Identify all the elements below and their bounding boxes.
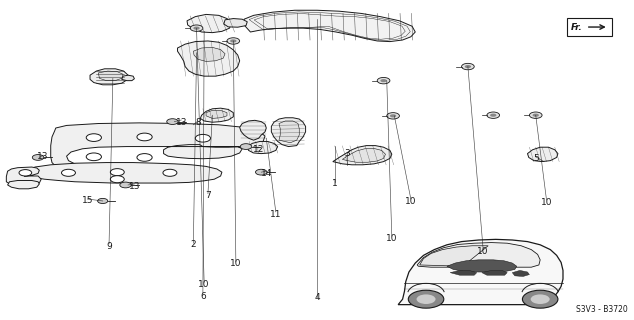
Text: 12: 12 (253, 145, 264, 154)
Circle shape (531, 294, 550, 304)
Circle shape (390, 114, 396, 117)
Text: 2: 2 (191, 240, 196, 249)
Polygon shape (244, 10, 415, 42)
Polygon shape (279, 121, 299, 143)
Polygon shape (447, 260, 517, 272)
Circle shape (32, 155, 44, 160)
Text: 10: 10 (386, 234, 398, 243)
Text: 10: 10 (477, 247, 489, 256)
Polygon shape (206, 110, 227, 118)
Polygon shape (51, 123, 265, 166)
Circle shape (529, 112, 542, 118)
Text: 11: 11 (270, 210, 281, 219)
Polygon shape (450, 270, 477, 275)
Circle shape (86, 153, 101, 161)
Polygon shape (247, 141, 278, 154)
Polygon shape (342, 148, 385, 162)
Text: 14: 14 (261, 169, 272, 178)
Circle shape (167, 119, 178, 124)
Polygon shape (420, 246, 488, 266)
Polygon shape (200, 108, 233, 122)
Circle shape (417, 294, 436, 304)
Circle shape (380, 79, 387, 82)
Circle shape (98, 198, 108, 204)
Text: 9: 9 (106, 242, 112, 251)
Polygon shape (122, 75, 134, 81)
Polygon shape (240, 120, 266, 140)
Circle shape (522, 290, 558, 308)
Polygon shape (8, 180, 39, 189)
Text: 4: 4 (314, 293, 320, 302)
Polygon shape (29, 163, 222, 183)
Circle shape (120, 182, 131, 188)
Text: 8: 8 (195, 118, 201, 127)
Polygon shape (6, 167, 41, 186)
Circle shape (110, 169, 124, 176)
Text: 13: 13 (37, 152, 49, 161)
Text: 1: 1 (332, 180, 338, 188)
Polygon shape (417, 243, 540, 267)
Text: 3: 3 (344, 149, 351, 158)
Polygon shape (90, 69, 128, 85)
Circle shape (256, 169, 267, 175)
Text: 6: 6 (200, 292, 206, 301)
Circle shape (465, 65, 471, 68)
FancyBboxPatch shape (567, 18, 612, 36)
Text: 13: 13 (129, 182, 140, 191)
Polygon shape (187, 14, 231, 33)
Circle shape (462, 63, 474, 70)
Circle shape (86, 134, 101, 141)
Circle shape (227, 38, 240, 44)
Circle shape (487, 112, 500, 118)
Text: 7: 7 (205, 191, 211, 200)
Text: 10: 10 (405, 197, 417, 206)
Polygon shape (98, 71, 123, 81)
Polygon shape (178, 41, 240, 76)
Circle shape (408, 290, 444, 308)
Polygon shape (398, 239, 563, 305)
Circle shape (240, 144, 252, 149)
Circle shape (61, 169, 75, 176)
Polygon shape (271, 118, 306, 147)
Circle shape (137, 154, 152, 161)
Text: 10: 10 (230, 260, 242, 268)
Circle shape (533, 114, 539, 117)
Polygon shape (193, 47, 225, 61)
Circle shape (137, 133, 152, 141)
Text: 5: 5 (533, 154, 539, 163)
Text: 10: 10 (198, 280, 210, 289)
Circle shape (490, 114, 496, 117)
Circle shape (190, 25, 203, 31)
Text: S3V3 - B3720: S3V3 - B3720 (576, 305, 628, 314)
Circle shape (377, 77, 390, 84)
Circle shape (163, 169, 177, 176)
Polygon shape (512, 270, 529, 276)
Polygon shape (224, 19, 247, 27)
Text: 10: 10 (541, 198, 552, 207)
Circle shape (387, 113, 399, 119)
Text: Fr.: Fr. (571, 22, 583, 32)
Polygon shape (333, 146, 392, 165)
Text: 15: 15 (82, 196, 93, 205)
Polygon shape (482, 270, 507, 275)
Circle shape (193, 27, 200, 30)
Circle shape (195, 134, 210, 142)
Text: 13: 13 (176, 118, 187, 127)
Circle shape (230, 39, 236, 43)
Circle shape (19, 170, 32, 176)
Polygon shape (527, 147, 558, 162)
Circle shape (110, 176, 124, 183)
